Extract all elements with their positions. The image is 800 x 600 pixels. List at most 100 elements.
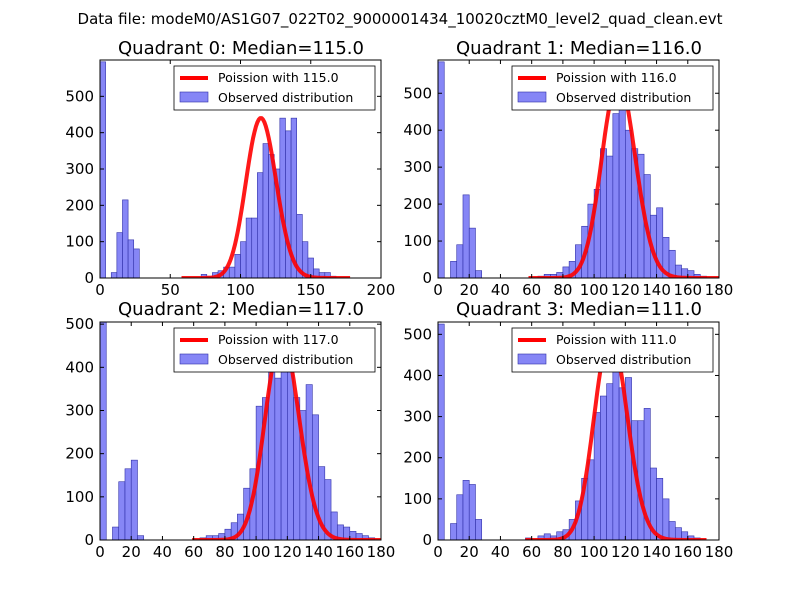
histogram-bar xyxy=(475,519,483,540)
histogram-bar xyxy=(438,323,445,540)
histogram-bar xyxy=(133,248,140,278)
legend-box xyxy=(173,327,376,373)
histogram-bar xyxy=(656,478,664,540)
histogram-bar xyxy=(137,535,145,540)
y-tick-label: 400 xyxy=(65,124,94,142)
x-tick-label: 180 xyxy=(705,281,734,299)
x-tick-label: 40 xyxy=(153,543,172,561)
quadrant-0-bars xyxy=(100,61,337,278)
x-tick-label: 140 xyxy=(642,543,671,561)
quadrant-1-panel: Quadrant 1: Median=116.0 0 20 40 60 80 100 120… xyxy=(403,38,733,299)
y-tick-label: 500 xyxy=(403,325,432,343)
y-tick-label: 0 xyxy=(84,269,94,287)
legend: Poission with 115.0 Observed distribution xyxy=(173,65,376,111)
y-tick-label: 500 xyxy=(65,87,94,105)
x-tick-label: 180 xyxy=(705,543,734,561)
y-tick-label: 400 xyxy=(403,121,432,139)
x-tick-label: 100 xyxy=(580,281,609,299)
y-tick-label: 100 xyxy=(403,232,432,250)
axes-frame xyxy=(437,59,720,279)
x-tick-label: 60 xyxy=(184,543,203,561)
y-tick-label: 500 xyxy=(403,84,432,102)
legend-bars-label: Observed distribution xyxy=(218,352,353,367)
histogram-bar xyxy=(110,272,118,278)
y-tick-label: 0 xyxy=(422,269,432,287)
quadrant-1-title: Quadrant 1: Median=116.0 xyxy=(456,38,702,59)
histogram-bar xyxy=(100,322,107,540)
y-tick-label: 100 xyxy=(65,233,94,251)
histogram-bar xyxy=(312,414,319,540)
x-tick-label: 20 xyxy=(460,543,479,561)
histogram-bar xyxy=(612,113,620,278)
axes-frame xyxy=(99,321,382,541)
histogram-bar xyxy=(625,129,632,278)
x-tick-label: 120 xyxy=(611,543,640,561)
histogram-bar xyxy=(468,484,476,540)
histogram-bar xyxy=(587,459,595,540)
histogram-bar xyxy=(324,479,332,540)
quadrant-3-title: Quadrant 3: Median=111.0 xyxy=(456,299,702,320)
legend-curve-label: Poission with 111.0 xyxy=(556,332,677,347)
legend-box xyxy=(511,65,714,111)
histogram-bar xyxy=(124,468,132,540)
legend-curve-label: Poission with 115.0 xyxy=(218,70,339,85)
quadrant-3-panel: Quadrant 3: Median=111.0 0 20 40 60 80 100 120… xyxy=(403,299,733,561)
histogram-bar xyxy=(606,155,614,278)
x-tick-label: 0 xyxy=(433,543,443,561)
histogram-bar xyxy=(290,117,297,278)
y-tick-label: 300 xyxy=(403,408,432,426)
x-tick-label: 160 xyxy=(673,543,702,561)
x-tick-label: 150 xyxy=(296,281,325,299)
x-tick-label: 0 xyxy=(95,281,105,299)
x-tick-label: 160 xyxy=(673,281,702,299)
x-tick-label: 20 xyxy=(122,543,141,561)
y-tick-label: 300 xyxy=(65,401,94,419)
histogram-bar xyxy=(100,61,106,278)
x-tick-label: 50 xyxy=(161,281,180,299)
x-tick-label: 40 xyxy=(491,543,510,561)
histogram-bar xyxy=(618,387,626,540)
x-tick-label: 80 xyxy=(215,543,234,561)
legend-bars-swatch xyxy=(517,353,547,365)
histogram-bar xyxy=(274,377,282,540)
legend-bars-swatch xyxy=(179,91,209,103)
histogram-bar xyxy=(287,362,294,540)
y-tick-label: 0 xyxy=(84,531,94,549)
histogram-bar xyxy=(593,412,601,540)
histogram-bar xyxy=(257,172,264,278)
x-tick-label: 80 xyxy=(553,543,572,561)
figure-suptitle: Data file: modeM0/AS1G07_022T02_90000014… xyxy=(78,10,723,29)
quadrant-2-panel: Quadrant 2: Median=117.0 0 20 40 60 80 100 120… xyxy=(65,299,395,561)
legend-box xyxy=(173,65,376,111)
y-tick-label: 400 xyxy=(65,358,94,376)
legend: Poission with 116.0 Observed distribution xyxy=(511,65,714,111)
legend-bars-label: Observed distribution xyxy=(556,352,691,367)
x-tick-label: 100 xyxy=(226,281,255,299)
y-tick-label: 300 xyxy=(403,158,432,176)
x-tick-label: 40 xyxy=(491,281,510,299)
y-tick-label: 200 xyxy=(65,445,94,463)
histogram-bar xyxy=(475,270,483,278)
legend-curve-label: Poission with 117.0 xyxy=(218,332,339,347)
x-tick-label: 0 xyxy=(433,281,443,299)
legend-bars-label: Observed distribution xyxy=(218,90,353,105)
quadrant-2-title: Quadrant 2: Median=117.0 xyxy=(118,299,364,320)
y-tick-label: 0 xyxy=(422,531,432,549)
histogram-bar xyxy=(130,459,138,540)
histogram-bar xyxy=(116,232,123,278)
x-tick-label: 120 xyxy=(273,543,302,561)
histogram-bar xyxy=(450,261,458,278)
histogram-bar xyxy=(240,241,247,278)
histogram-bar xyxy=(438,61,445,278)
x-tick-label: 80 xyxy=(553,281,572,299)
histogram-bar xyxy=(127,239,135,278)
histogram-bar xyxy=(228,266,236,278)
histogram-bar xyxy=(234,254,241,278)
x-tick-label: 100 xyxy=(242,543,271,561)
histogram-bar xyxy=(245,217,253,278)
y-tick-label: 100 xyxy=(403,490,432,508)
histogram-bar xyxy=(251,217,258,278)
legend-bars-label: Observed distribution xyxy=(556,90,691,105)
histogram-bar xyxy=(118,481,126,540)
